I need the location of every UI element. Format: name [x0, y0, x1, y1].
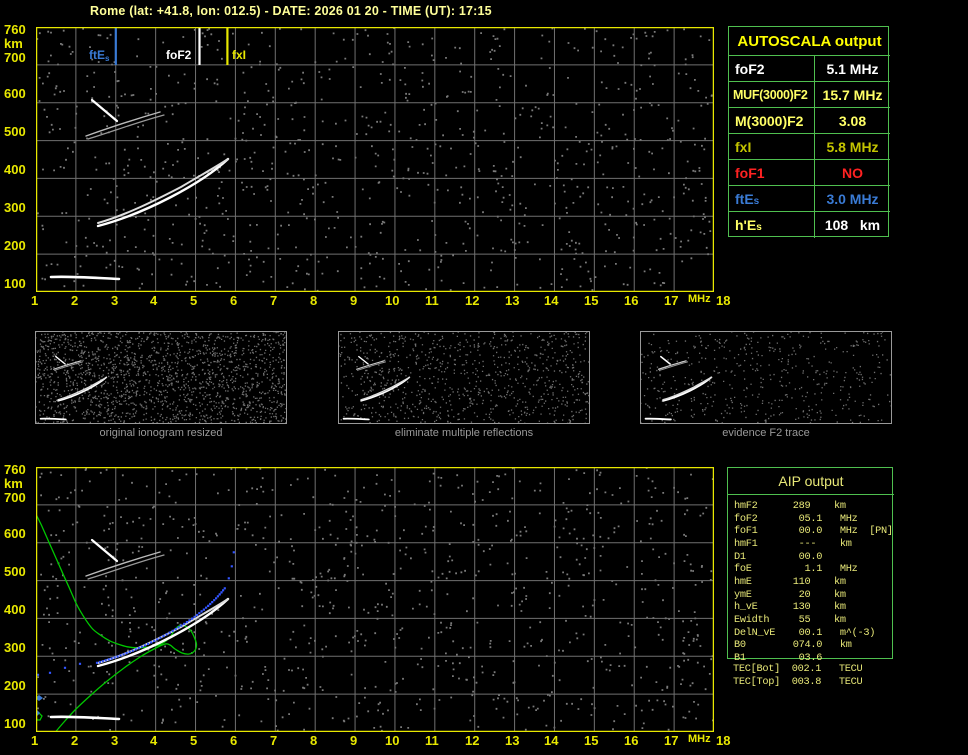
svg-text:foF2: foF2	[166, 48, 192, 62]
svg-text:fxI: fxI	[232, 48, 246, 62]
